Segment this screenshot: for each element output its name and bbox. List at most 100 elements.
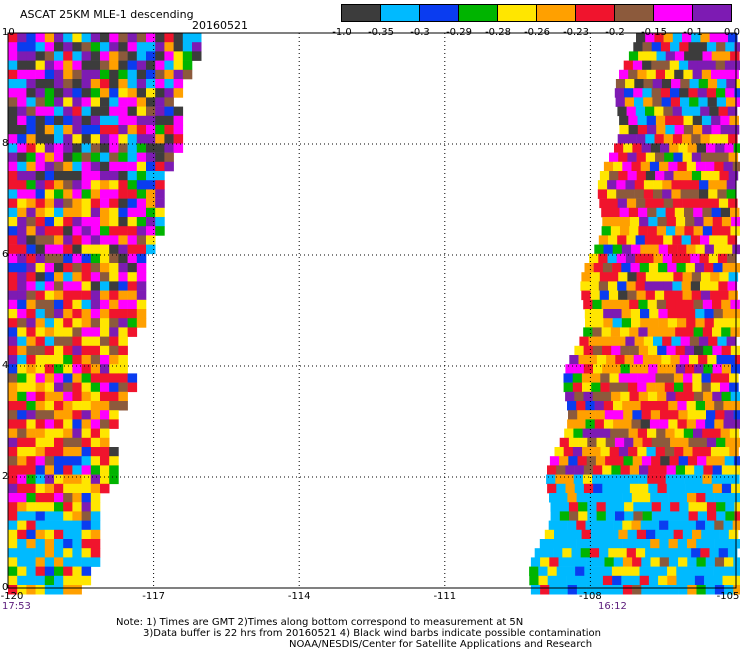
mle-cell — [26, 345, 36, 356]
mle-cell — [658, 575, 668, 586]
mle-cell — [90, 207, 101, 218]
mle-cell — [81, 539, 92, 549]
mle-cell — [676, 263, 686, 273]
mle-cell — [8, 391, 18, 402]
mle-cell — [100, 217, 110, 227]
mle-cell — [44, 511, 55, 521]
mle-cell — [639, 364, 649, 374]
mle-cell — [641, 557, 651, 567]
mle-cell — [704, 309, 714, 319]
mle-cell — [589, 281, 600, 291]
mle-cell — [35, 575, 46, 586]
mle-cell — [54, 318, 64, 328]
color-scale-swatch — [342, 5, 381, 21]
mle-cell — [666, 364, 677, 374]
mle-cell — [599, 548, 609, 558]
mle-cell — [81, 97, 92, 107]
mle-cell — [72, 456, 82, 466]
mle-cell — [8, 529, 18, 540]
mle-cell — [35, 456, 46, 466]
mle-cell — [118, 364, 128, 374]
mle-cell — [668, 401, 678, 411]
mle-cell — [109, 281, 119, 291]
mle-cell — [703, 345, 713, 356]
mle-cell — [729, 125, 740, 135]
mle-cell — [574, 345, 584, 356]
mle-cell — [44, 373, 55, 383]
mle-cell — [697, 60, 707, 71]
mle-cell — [618, 290, 628, 301]
mle-cell — [704, 263, 714, 273]
mle-cell — [100, 456, 110, 466]
mle-cell — [654, 281, 664, 291]
mle-cell — [44, 125, 55, 135]
mle-cell — [72, 575, 82, 586]
mle-cell — [155, 79, 165, 89]
mle-cell — [8, 309, 18, 319]
mle-cell — [612, 575, 622, 586]
mle-cell — [647, 51, 657, 61]
mle-cell — [118, 115, 128, 126]
mle-cell — [666, 483, 677, 494]
mle-cell — [109, 456, 119, 466]
mle-cell — [700, 290, 711, 301]
mle-cell — [603, 318, 613, 328]
mle-cell — [100, 106, 110, 117]
mle-cell — [636, 290, 646, 301]
mle-cell — [693, 391, 704, 402]
note-line-1: Note: 1) Times are GMT 2)Times along bot… — [116, 617, 524, 628]
mle-cell — [647, 125, 657, 135]
mle-cell — [90, 42, 101, 52]
mle-cell — [692, 529, 702, 540]
mle-cell — [727, 281, 738, 291]
mle-cell — [26, 180, 36, 190]
mle-cell — [581, 529, 592, 540]
mle-cell — [8, 88, 18, 98]
mle-cell — [127, 51, 138, 61]
mle-cell — [664, 171, 674, 181]
mle-cell — [660, 88, 671, 98]
mle-cell — [663, 281, 673, 291]
mle-cell — [713, 244, 724, 255]
mle-cell — [670, 42, 680, 52]
mle-cell — [118, 281, 128, 291]
mle-cell — [629, 226, 639, 236]
mle-cell — [17, 465, 27, 475]
mle-cell — [679, 502, 689, 512]
mle-cell — [602, 575, 613, 586]
mle-cell — [17, 566, 27, 577]
mle-cell — [44, 51, 55, 61]
mle-cell — [576, 493, 587, 503]
mle-cell — [17, 437, 27, 448]
mle-cell — [689, 97, 699, 107]
mle-cell — [677, 318, 687, 328]
mle-cell — [72, 189, 82, 199]
mle-cell — [631, 520, 641, 531]
mle-cell — [636, 529, 647, 540]
mle-cell — [593, 263, 604, 273]
mle-cell — [63, 511, 73, 521]
mle-cell — [54, 401, 64, 411]
mle-cell — [63, 60, 73, 71]
mle-cell — [690, 235, 701, 245]
mle-cell — [54, 152, 64, 163]
mle-cell — [702, 327, 713, 337]
mle-cell — [146, 42, 156, 52]
mle-cell — [641, 143, 652, 153]
mle-cell — [640, 161, 651, 172]
mle-cell — [619, 125, 629, 135]
mle-cell — [715, 410, 725, 420]
mle-cell — [687, 493, 697, 503]
mle-cell — [674, 51, 685, 61]
mle-cell — [649, 520, 660, 531]
mle-cell — [620, 391, 630, 402]
mle-cell — [698, 97, 708, 107]
mle-cell — [654, 235, 664, 245]
mle-cell — [594, 401, 605, 411]
mle-cell — [35, 134, 46, 144]
mle-cell — [709, 134, 720, 144]
mle-cell — [35, 419, 46, 429]
mle-cell — [633, 502, 643, 512]
mle-cell — [90, 69, 101, 80]
mle-cell — [109, 327, 119, 337]
